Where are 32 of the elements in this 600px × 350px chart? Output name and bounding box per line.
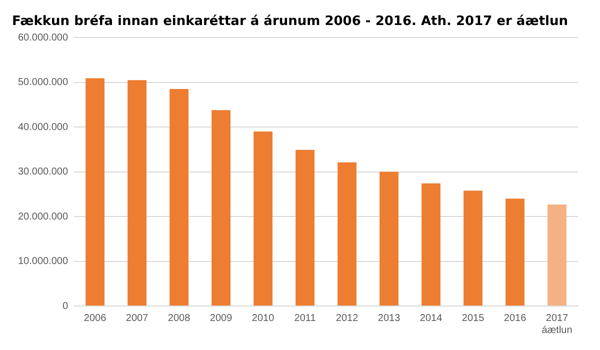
x-tick-label: 2011 xyxy=(294,312,316,324)
x-tick-label: 2016 xyxy=(504,312,527,324)
bar xyxy=(128,80,146,306)
y-tick-label: 10.000.000 xyxy=(18,256,68,268)
x-tick-label: 2012 xyxy=(336,312,359,324)
y-tick-label: 0 xyxy=(62,300,68,312)
x-tick-label: 2013 xyxy=(378,312,401,324)
x-tick-label: 2015 xyxy=(462,312,485,324)
bar xyxy=(212,110,230,306)
bar xyxy=(464,190,482,306)
bar xyxy=(422,183,440,306)
x-tick-label: 2014 xyxy=(420,312,443,324)
x-tick-label: 2008 xyxy=(168,312,191,324)
y-tick-label: 30.000.000 xyxy=(18,166,68,178)
y-tick-label: 60.000.000 xyxy=(18,32,68,44)
x-tick-label: 2017 áætlun xyxy=(542,312,572,336)
y-tick-label: 40.000.000 xyxy=(18,122,68,133)
x-tick-label: 2009 xyxy=(210,312,233,324)
bar xyxy=(380,172,398,306)
bar xyxy=(86,78,104,306)
x-tick-label: 2010 xyxy=(252,312,275,324)
bar xyxy=(506,198,524,306)
bar xyxy=(338,162,356,306)
bar xyxy=(254,132,272,306)
bar xyxy=(170,89,188,306)
bar xyxy=(548,204,566,306)
x-tick-label: 2006 xyxy=(84,312,107,324)
x-tick-label: 2007 xyxy=(126,312,149,324)
y-tick-label: 50.000.000 xyxy=(18,77,68,88)
y-tick-label: 20.000.000 xyxy=(18,211,68,222)
chart-title: Fækkun bréfa innan einkaréttar á árunum 2006 - 2016. Ath. 2017 er áætlun xyxy=(12,14,568,30)
bar xyxy=(296,150,314,306)
